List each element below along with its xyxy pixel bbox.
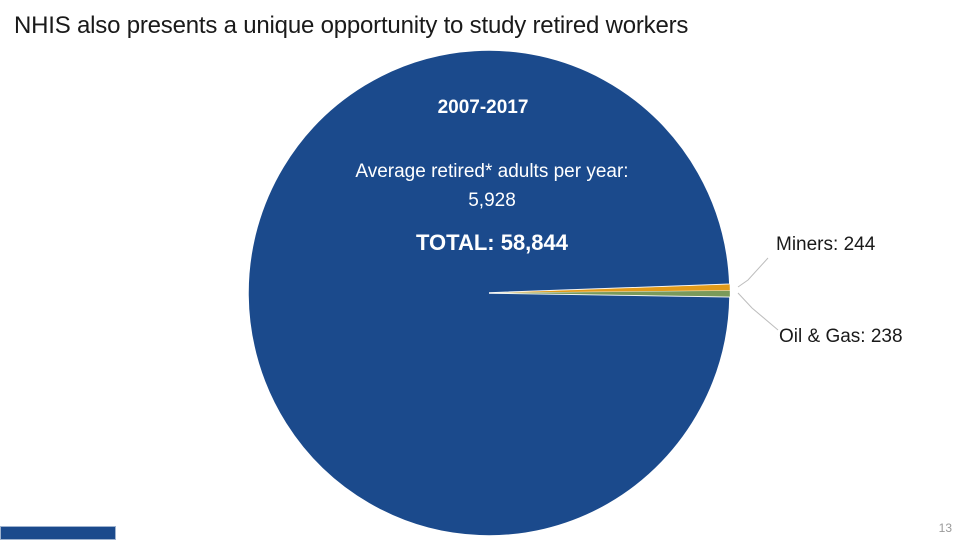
slide-title: NHIS also presents a unique opportunity … — [14, 12, 689, 39]
average-value: 5,928 — [468, 190, 516, 211]
page-number: 13 — [938, 521, 952, 535]
average-label: Average retired* adults per year: — [355, 161, 628, 182]
pie-slices — [247, 49, 731, 537]
period-label: 2007-2017 — [438, 97, 529, 118]
oil-gas-leader-line — [737, 292, 779, 331]
miners-label: Miners: 244 — [776, 234, 876, 255]
footer-bar — [0, 526, 116, 540]
total-label: TOTAL: 58,844 — [416, 230, 569, 255]
miners-leader-line — [737, 257, 769, 288]
pie-slice-oil-gas — [488, 290, 731, 297]
oil-gas-label: Oil & Gas: 238 — [779, 326, 903, 347]
